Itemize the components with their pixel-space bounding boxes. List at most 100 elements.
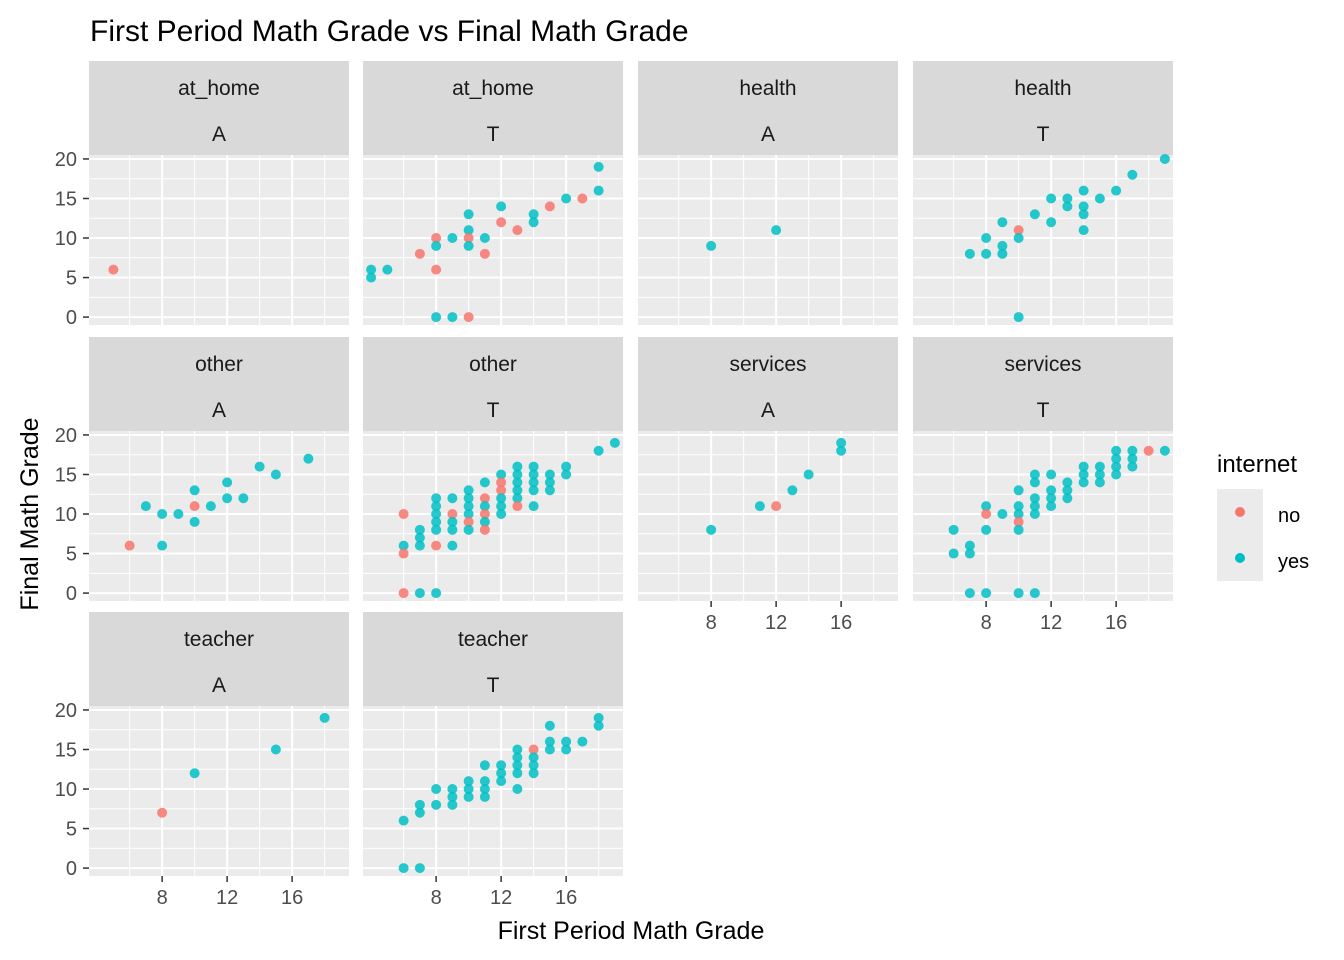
x-tick-label: 16 bbox=[1105, 612, 1127, 634]
strip-background bbox=[89, 612, 349, 706]
data-point bbox=[528, 485, 539, 496]
data-point bbox=[479, 524, 490, 535]
data-point bbox=[254, 461, 265, 472]
data-point bbox=[1127, 445, 1138, 456]
strip-label-bottom: T bbox=[487, 399, 500, 422]
data-point bbox=[463, 516, 474, 527]
panel-services-t: services T 8 12 16 bbox=[913, 337, 1173, 634]
data-point bbox=[431, 501, 442, 512]
data-point bbox=[706, 240, 717, 251]
data-point bbox=[1013, 501, 1024, 512]
data-point bbox=[964, 548, 975, 559]
data-point bbox=[1111, 185, 1122, 196]
data-point bbox=[512, 744, 523, 755]
data-point bbox=[512, 461, 523, 472]
data-point bbox=[431, 540, 442, 551]
data-point bbox=[1029, 509, 1040, 520]
data-point bbox=[479, 477, 490, 488]
data-point bbox=[528, 217, 539, 228]
data-point bbox=[1143, 445, 1154, 456]
data-point bbox=[398, 588, 409, 599]
legend-key-no bbox=[1235, 507, 1245, 517]
data-point bbox=[609, 437, 620, 448]
data-point bbox=[479, 493, 490, 504]
data-point bbox=[1013, 516, 1024, 527]
data-point bbox=[463, 784, 474, 795]
data-point bbox=[964, 248, 975, 259]
x-tick-label: 12 bbox=[765, 612, 787, 634]
data-point bbox=[1029, 477, 1040, 488]
data-point bbox=[1062, 201, 1073, 212]
data-point bbox=[528, 744, 539, 755]
data-point bbox=[1046, 193, 1057, 204]
data-point bbox=[561, 744, 572, 755]
strip-label-bottom: A bbox=[761, 399, 775, 422]
y-tick-label: 15 bbox=[55, 188, 77, 210]
y-tick-label: 5 bbox=[66, 819, 77, 841]
data-point bbox=[964, 540, 975, 551]
data-point bbox=[479, 516, 490, 527]
data-point bbox=[479, 233, 490, 244]
data-point bbox=[1094, 469, 1105, 480]
data-point bbox=[496, 760, 507, 771]
data-point bbox=[366, 272, 377, 283]
data-point bbox=[414, 807, 425, 818]
data-point bbox=[593, 712, 604, 723]
data-point bbox=[496, 485, 507, 496]
data-point bbox=[1127, 453, 1138, 464]
x-tick-label: 12 bbox=[216, 887, 238, 909]
x-tick-label: 12 bbox=[490, 887, 512, 909]
data-point bbox=[479, 784, 490, 795]
data-point bbox=[431, 312, 442, 323]
data-point bbox=[1078, 185, 1089, 196]
data-point bbox=[1046, 217, 1057, 228]
strip-background bbox=[89, 337, 349, 431]
data-point bbox=[948, 524, 959, 535]
data-point bbox=[1078, 201, 1089, 212]
data-point bbox=[1029, 501, 1040, 512]
y-tick-label: 10 bbox=[55, 228, 77, 250]
panel-background bbox=[638, 155, 898, 325]
data-point bbox=[544, 485, 555, 496]
data-point bbox=[981, 588, 992, 599]
data-point bbox=[593, 185, 604, 196]
data-point bbox=[512, 768, 523, 779]
data-point bbox=[997, 217, 1008, 228]
panel-background bbox=[363, 155, 623, 325]
data-point bbox=[1111, 445, 1122, 456]
data-point bbox=[447, 791, 458, 802]
data-point bbox=[1029, 588, 1040, 599]
panel-background bbox=[89, 155, 349, 325]
strip-background bbox=[913, 61, 1173, 155]
data-point bbox=[1078, 209, 1089, 220]
data-point bbox=[561, 461, 572, 472]
data-point bbox=[173, 509, 184, 520]
data-point bbox=[398, 509, 409, 520]
data-point bbox=[189, 485, 200, 496]
data-point bbox=[1062, 477, 1073, 488]
data-point bbox=[496, 776, 507, 787]
data-point bbox=[528, 768, 539, 779]
data-point bbox=[1046, 485, 1057, 496]
data-point bbox=[561, 736, 572, 747]
chart-title: First Period Math Grade vs Final Math Gr… bbox=[90, 15, 689, 48]
panel-at-home-a: at_home A 0 5 10 15 20 bbox=[55, 61, 349, 329]
data-point bbox=[479, 501, 490, 512]
x-tick-label: 8 bbox=[981, 612, 992, 634]
data-point bbox=[1062, 493, 1073, 504]
data-point bbox=[496, 469, 507, 480]
data-point bbox=[463, 233, 474, 244]
data-point bbox=[561, 193, 572, 204]
data-point bbox=[1013, 509, 1024, 520]
y-tick-label: 10 bbox=[55, 779, 77, 801]
x-tick-label: 16 bbox=[555, 887, 577, 909]
data-point bbox=[496, 509, 507, 520]
data-point bbox=[496, 477, 507, 488]
data-point bbox=[431, 588, 442, 599]
strip-label-top: services bbox=[729, 353, 806, 376]
data-point bbox=[1013, 485, 1024, 496]
data-point bbox=[528, 760, 539, 771]
data-point bbox=[447, 799, 458, 810]
data-point bbox=[1046, 493, 1057, 504]
data-point bbox=[124, 540, 135, 551]
